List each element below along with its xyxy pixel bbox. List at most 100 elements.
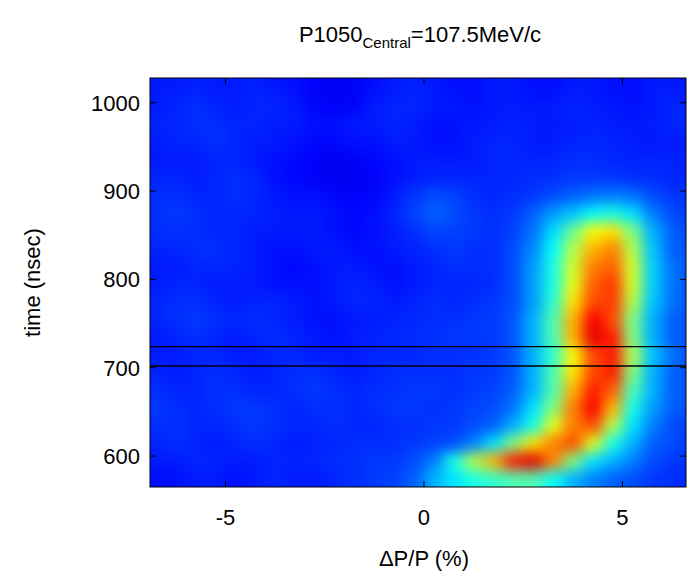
heat-cell [682, 346, 686, 364]
heat-cell [384, 452, 404, 470]
heat-cell [424, 381, 444, 399]
heat-cell [285, 434, 305, 452]
heat-cell [543, 452, 563, 470]
heat-cell [150, 169, 166, 187]
heat-cell [642, 310, 662, 328]
heat-cell [325, 399, 345, 417]
heat-cell [563, 452, 583, 470]
heat-cell [424, 257, 444, 275]
heat-cell [285, 204, 305, 222]
heat-cell [622, 452, 642, 470]
heat-cell [503, 452, 523, 470]
heat-cell [642, 416, 662, 434]
heat-cell [285, 116, 305, 134]
heat-cell [364, 81, 384, 99]
heat-cell [206, 81, 226, 99]
heat-cell [384, 81, 404, 99]
heat-cell [245, 381, 265, 399]
heat-cell [484, 257, 504, 275]
heat-cell [404, 346, 424, 364]
heat-cell [583, 116, 603, 134]
heat-cell [543, 469, 563, 487]
heat-cell [186, 469, 206, 487]
heat-cell [464, 469, 484, 487]
heat-cell [484, 452, 504, 470]
heat-cell [265, 434, 285, 452]
heat-cell [523, 257, 543, 275]
heat-cell [543, 116, 563, 134]
heat-cell [563, 328, 583, 346]
heat-cell [622, 81, 642, 99]
heat-cell [206, 187, 226, 205]
heat-cell [662, 293, 682, 311]
heat-cell [464, 222, 484, 240]
heat-cell [245, 275, 265, 293]
heat-cell [305, 310, 325, 328]
heat-cell [603, 169, 623, 187]
heat-cell [444, 346, 464, 364]
heat-cell [364, 204, 384, 222]
heat-cell [682, 416, 686, 434]
heat-cell [503, 204, 523, 222]
heat-cell [642, 187, 662, 205]
heat-cell [345, 310, 365, 328]
heat-cell [563, 381, 583, 399]
heat-cell [563, 116, 583, 134]
heat-cell [345, 452, 365, 470]
heat-cell [225, 81, 245, 99]
heat-cell [325, 346, 345, 364]
heat-cell [206, 257, 226, 275]
heat-cell [682, 381, 686, 399]
heat-cell [642, 222, 662, 240]
heat-cell [345, 169, 365, 187]
heat-cell [444, 310, 464, 328]
heat-cell [206, 240, 226, 258]
heat-cell [642, 151, 662, 169]
heat-cell [245, 169, 265, 187]
plot-frame [150, 78, 686, 487]
heat-cell [583, 187, 603, 205]
heat-cell [424, 416, 444, 434]
heat-cell [682, 204, 686, 222]
heat-cell [265, 452, 285, 470]
heat-cell [603, 469, 623, 487]
heat-cell [464, 134, 484, 152]
heat-cell [364, 134, 384, 152]
heat-cell [682, 257, 686, 275]
heat-cell [384, 310, 404, 328]
heat-cell [622, 469, 642, 487]
heat-cell [503, 469, 523, 487]
heat-cell [444, 328, 464, 346]
heat-cell [265, 346, 285, 364]
heat-cell [603, 257, 623, 275]
heat-cell [186, 151, 206, 169]
heat-cell [305, 222, 325, 240]
heat-cell [166, 328, 186, 346]
heat-cell [464, 275, 484, 293]
heat-cell [622, 257, 642, 275]
heat-cell [345, 98, 365, 116]
heat-cell [384, 240, 404, 258]
heat-cell [225, 98, 245, 116]
heat-cell [225, 399, 245, 417]
heat-cell [225, 187, 245, 205]
heat-cell [150, 275, 166, 293]
heat-cell [642, 81, 662, 99]
heat-cell [186, 240, 206, 258]
x-tick [423, 481, 424, 487]
heat-cell [622, 240, 642, 258]
heat-cell [364, 169, 384, 187]
heat-cell [543, 222, 563, 240]
heat-cell [404, 134, 424, 152]
heat-cell [305, 346, 325, 364]
heat-cell [682, 98, 686, 116]
heat-cell [345, 240, 365, 258]
heat-cell [622, 98, 642, 116]
heat-cell [424, 275, 444, 293]
heat-cell [345, 469, 365, 487]
heat-cell [186, 134, 206, 152]
heat-cell [285, 293, 305, 311]
heat-cell [563, 310, 583, 328]
heat-cell [642, 98, 662, 116]
heat-cell [150, 346, 166, 364]
